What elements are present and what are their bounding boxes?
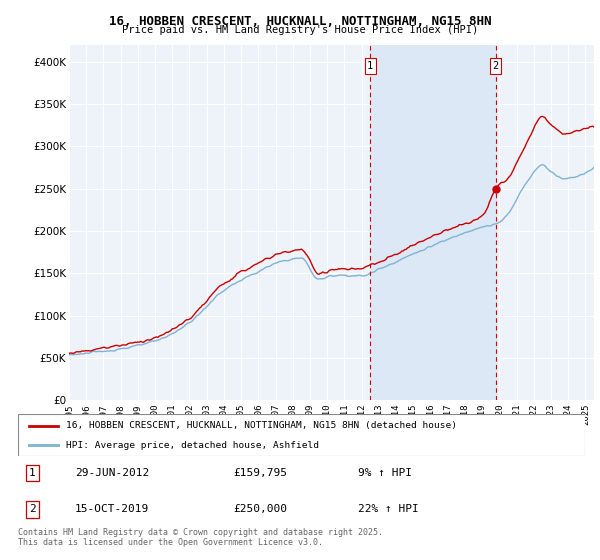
Text: 16, HOBBEN CRESCENT, HUCKNALL, NOTTINGHAM, NG15 8HN: 16, HOBBEN CRESCENT, HUCKNALL, NOTTINGHA… [109, 15, 491, 27]
Bar [370, 45, 496, 400]
Text: 29-JUN-2012: 29-JUN-2012 [75, 468, 149, 478]
Text: 22% ↑ HPI: 22% ↑ HPI [358, 505, 419, 515]
Text: 9% ↑ HPI: 9% ↑ HPI [358, 468, 412, 478]
Text: Contains HM Land Registry data © Crown copyright and database right 2025.
This d: Contains HM Land Registry data © Crown c… [18, 528, 383, 547]
Text: HPI: Average price, detached house, Ashfield: HPI: Average price, detached house, Ashf… [66, 441, 319, 450]
Text: £159,795: £159,795 [233, 468, 287, 478]
FancyBboxPatch shape [18, 414, 585, 456]
Text: Price paid vs. HM Land Registry's House Price Index (HPI): Price paid vs. HM Land Registry's House … [122, 25, 478, 35]
Text: 1: 1 [367, 61, 373, 71]
Text: 2: 2 [29, 505, 35, 515]
Text: 16, HOBBEN CRESCENT, HUCKNALL, NOTTINGHAM, NG15 8HN (detached house): 16, HOBBEN CRESCENT, HUCKNALL, NOTTINGHA… [66, 421, 457, 430]
Text: 2: 2 [493, 61, 499, 71]
Text: 1: 1 [29, 468, 35, 478]
Text: 15-OCT-2019: 15-OCT-2019 [75, 505, 149, 515]
Text: £250,000: £250,000 [233, 505, 287, 515]
